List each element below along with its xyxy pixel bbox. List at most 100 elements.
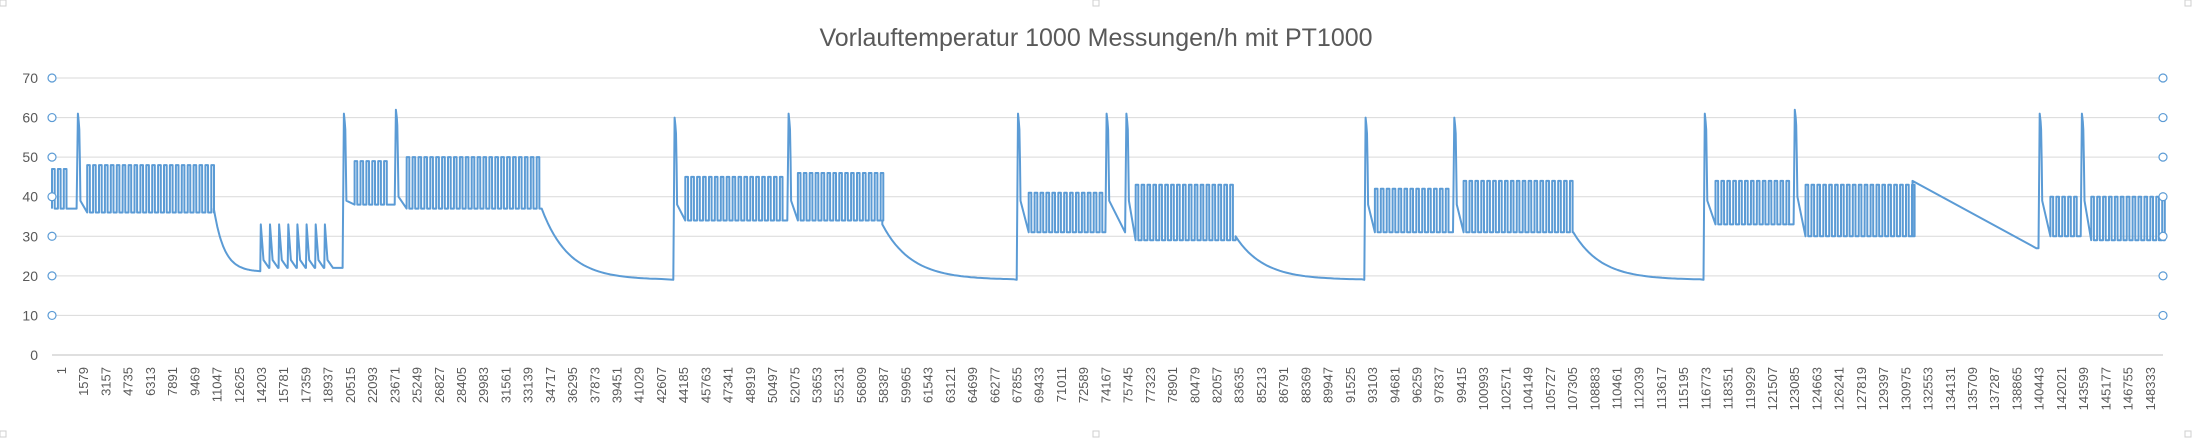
x-tick-label: 25249 [410,367,425,403]
x-tick-label: 145177 [2098,367,2113,410]
x-tick-label: 91525 [1343,367,1358,403]
x-tick-label: 18937 [321,367,336,403]
x-tick-label: 56809 [854,367,869,403]
x-tick-label: 28405 [454,367,469,403]
x-tick-label: 130975 [1898,367,1913,410]
y-tick-label: 10 [22,307,38,323]
x-tick-label: 72589 [1076,367,1091,403]
y-axis-ticks: 0 10 20 30 40 50 60 70 [22,70,38,363]
x-tick-label: 132553 [1921,367,1936,410]
axis-handle-left[interactable] [47,310,57,321]
axis-handle-right[interactable] [2158,231,2168,241]
x-tick-label: 48919 [743,367,758,403]
x-tick-label: 7891 [165,367,180,396]
y-tick-label: 40 [22,189,38,205]
x-tick-label: 89947 [1321,367,1336,403]
x-tick-label: 33139 [521,367,536,403]
x-tick-label: 146755 [2121,367,2136,410]
x-tick-label: 123085 [1787,367,1802,410]
x-tick-label: 108883 [1587,367,1602,410]
x-tick-label: 113617 [1654,367,1669,409]
x-tick-label: 12625 [232,367,247,403]
x-tick-label: 105727 [1543,367,1558,410]
x-tick-label: 140443 [2032,367,2047,410]
x-tick-label: 41029 [632,367,647,403]
x-tick-label: 116773 [1698,367,1713,409]
x-tick-label: 94681 [1387,367,1402,403]
x-axis-ticks: 1 1579 3157 4735 6313 7891 9469 11047 12625 14203… [54,367,2158,410]
series-line-vorlauftemperatur [51,108,2166,281]
x-tick-label: 148333 [2143,367,2158,410]
x-tick-label: 100993 [1476,367,1491,410]
axis-handle-right[interactable] [2158,271,2168,281]
x-tick-label: 20515 [343,367,358,403]
x-tick-label: 61543 [921,367,936,403]
x-tick-label: 53653 [810,367,825,403]
x-tick-label: 80479 [1187,367,1202,403]
x-tick-label: 74167 [1098,367,1113,403]
x-tick-label: 50497 [765,367,780,403]
axis-handle-left[interactable] [47,271,57,281]
series-layer [51,108,2166,281]
axis-handle-right[interactable] [2158,112,2168,123]
y-tick-label: 30 [22,228,38,244]
x-tick-label: 45763 [698,367,713,403]
x-tick-label: 104149 [1521,367,1536,410]
axis-handle-left[interactable] [47,192,57,202]
axis-handle-right[interactable] [2158,310,2168,321]
chart-resize-handle[interactable] [2184,0,2192,7]
chart-title: Vorlauftemperatur 1000 Messungen/h mit P… [819,24,1372,52]
x-tick-label: 63121 [943,367,958,403]
x-tick-label: 47341 [721,367,736,403]
axis-handle-left[interactable] [47,73,57,83]
x-tick-label: 23671 [387,367,402,403]
x-tick-label: 85213 [1254,367,1269,403]
x-tick-label: 135709 [1965,367,1980,410]
x-tick-label: 102571 [1498,367,1513,410]
x-tick-label: 4735 [121,367,136,396]
x-tick-label: 11047 [210,367,225,402]
x-tick-label: 96259 [1409,367,1424,403]
x-tick-label: 34717 [543,367,558,403]
chart-resize-handle[interactable] [1092,430,1100,438]
chart-resize-handle[interactable] [2184,430,2192,438]
axis-handle-right[interactable] [2158,73,2168,83]
x-tick-label: 75745 [1121,367,1136,403]
x-tick-label: 31561 [498,367,513,403]
x-tick-label: 78901 [1165,367,1180,403]
x-tick-label: 14203 [254,367,269,403]
y-tick-label: 60 [22,110,38,126]
x-tick-label: 119929 [1743,367,1758,409]
x-tick-label: 29983 [476,367,491,403]
chart-resize-handle[interactable] [0,430,7,438]
x-tick-label: 55231 [832,367,847,403]
x-tick-label: 118351 [1721,367,1736,409]
x-tick-label: 99415 [1454,367,1469,403]
x-tick-label: 112039 [1632,367,1647,409]
x-tick-label: 59965 [898,367,913,403]
x-tick-label: 42607 [654,367,669,403]
axis-handle-right[interactable] [2158,192,2168,202]
axis-handle-left[interactable] [47,231,57,241]
x-tick-label: 58387 [876,367,891,403]
x-tick-label: 121507 [1765,367,1780,410]
axis-handle-right[interactable] [2158,152,2168,162]
x-tick-label: 69433 [1032,367,1047,403]
chart-resize-handle[interactable] [1092,0,1100,7]
x-tick-label: 77323 [1143,367,1158,403]
chart-resize-handle[interactable] [0,0,7,7]
x-tick-label: 37873 [587,367,602,403]
axis-handle-left[interactable] [47,112,57,123]
axis-handle-left[interactable] [47,152,57,162]
x-tick-label: 110461 [1609,367,1624,409]
x-tick-label: 22093 [365,367,380,403]
x-tick-label: 36295 [565,367,580,403]
x-tick-label: 39451 [610,367,625,403]
x-tick-label: 124663 [1809,367,1824,410]
x-tick-label: 126241 [1832,367,1847,410]
x-tick-label: 93103 [1365,367,1380,403]
x-tick-label: 137287 [1987,367,2002,410]
